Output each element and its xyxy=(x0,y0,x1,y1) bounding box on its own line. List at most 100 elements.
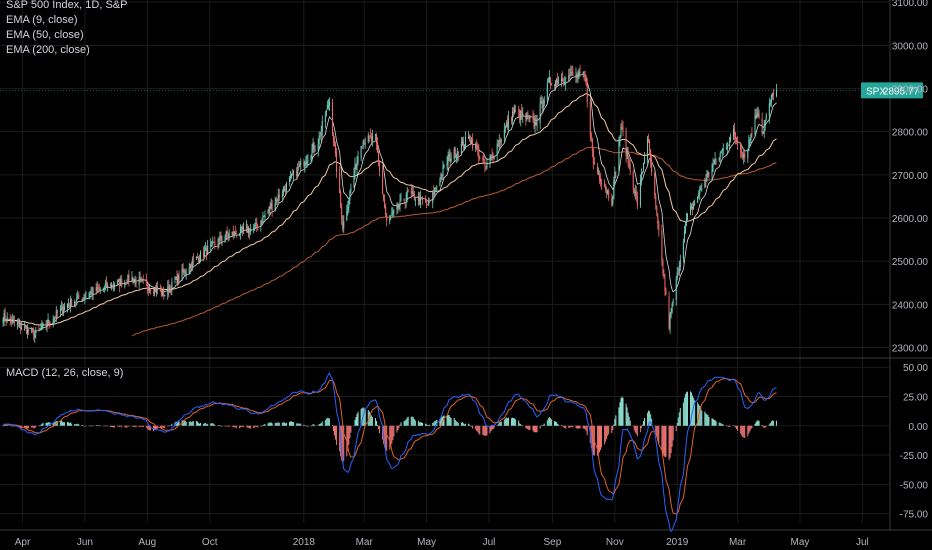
macd-hist-bar xyxy=(321,421,323,426)
macd-hist-bar xyxy=(34,425,36,429)
candle-body xyxy=(153,287,155,294)
macd-hist-bar xyxy=(417,420,419,426)
candle-body xyxy=(608,190,610,198)
candle-body xyxy=(598,174,600,180)
candle-body xyxy=(455,155,457,159)
candle-body xyxy=(590,134,592,140)
candle-body xyxy=(635,191,637,197)
candle-body xyxy=(335,144,337,154)
candle-body xyxy=(511,118,513,121)
candle-body xyxy=(63,306,65,311)
macd-hist-bar xyxy=(489,425,491,434)
candle-body xyxy=(636,196,638,207)
candle-body xyxy=(224,237,226,242)
candle-body xyxy=(675,279,677,300)
candle-body xyxy=(613,180,615,198)
macd-hist-bar xyxy=(642,421,644,426)
candle-body xyxy=(641,171,643,173)
macd-hist-bar xyxy=(583,425,585,429)
candle-body xyxy=(4,313,6,320)
candle-body xyxy=(5,320,7,322)
candle-body xyxy=(98,287,100,289)
macd-hist-bar xyxy=(69,423,71,426)
macd-hist-bar xyxy=(500,421,502,426)
macd-hist-bar xyxy=(469,424,471,426)
candle-body xyxy=(643,158,645,164)
macd-hist-bar xyxy=(446,415,448,426)
candle-body xyxy=(361,145,363,147)
macd-hist-bar xyxy=(190,422,192,426)
macd-hist-bar xyxy=(435,420,437,426)
macd-hist-bar xyxy=(565,425,567,429)
macd-hist-bar xyxy=(547,418,549,426)
candle-body xyxy=(38,328,40,330)
macd-hist-bar xyxy=(246,425,248,427)
macd-hist-bar xyxy=(463,424,465,426)
candle-body xyxy=(742,153,744,157)
macd-hist-bar xyxy=(171,423,173,426)
macd-hist-bar xyxy=(379,425,381,434)
macd-hist-bar xyxy=(400,422,402,426)
macd-hist-bar xyxy=(419,422,421,426)
macd-hist-bar xyxy=(146,425,148,429)
macd-hist-bar xyxy=(650,414,652,426)
candle-body xyxy=(750,134,752,140)
macd-axis-label: -25.00 xyxy=(900,451,929,462)
price-axis-label: 2800.00 xyxy=(892,128,929,139)
candle-body xyxy=(164,294,166,297)
macd-hist-bar xyxy=(540,425,542,427)
macd-hist-bar xyxy=(622,397,624,426)
candle-body xyxy=(232,231,234,236)
candle-body xyxy=(120,279,122,286)
candle-body xyxy=(611,198,613,205)
macd-hist-bar xyxy=(678,412,680,426)
macd-hist-bar xyxy=(640,425,642,428)
price-axis-label: 2300.00 xyxy=(892,344,929,355)
macd-hist-bar xyxy=(307,425,309,427)
candles xyxy=(2,65,777,343)
candle-body xyxy=(135,279,137,284)
price-tag xyxy=(861,82,923,99)
candle-body xyxy=(277,194,279,201)
candle-body xyxy=(92,288,94,295)
macd-hist-bar xyxy=(521,425,523,427)
macd-hist-bar xyxy=(233,425,235,428)
macd-hist-bar xyxy=(189,421,191,426)
candle-body xyxy=(49,322,51,324)
candle-body xyxy=(25,326,27,328)
candle-body xyxy=(443,164,445,168)
candle-body xyxy=(114,285,116,288)
macd-hist-bar xyxy=(636,425,638,437)
candle-body xyxy=(489,157,491,165)
macd-hist-bar xyxy=(470,425,472,427)
candle-body xyxy=(762,132,764,134)
macd-hist-bar xyxy=(88,425,90,427)
candle-body xyxy=(575,73,577,77)
macd-hist-bar xyxy=(627,412,629,426)
candle-body xyxy=(111,284,113,289)
candle-body xyxy=(699,189,701,194)
macd-hist-bar xyxy=(506,418,508,426)
candle-body xyxy=(563,81,565,84)
candle-body xyxy=(32,330,34,331)
candle-body xyxy=(354,164,356,174)
macd-hist-bar xyxy=(399,424,401,426)
candle-body xyxy=(134,278,136,281)
candle-body xyxy=(526,115,528,120)
candle-body xyxy=(384,199,386,208)
candle-body xyxy=(319,136,321,138)
candle-body xyxy=(684,222,686,233)
candle-body xyxy=(139,277,141,279)
candle-body xyxy=(249,228,251,233)
candle-body xyxy=(735,133,737,139)
macd-hist-bar xyxy=(670,425,672,454)
candle-body xyxy=(324,116,326,123)
macd-hist-bar xyxy=(769,422,771,426)
macd-hist-bar xyxy=(191,421,193,426)
candle-body xyxy=(700,189,702,191)
macd-hist-bar xyxy=(275,422,277,426)
macd-hist-bar xyxy=(518,420,520,426)
candle-body xyxy=(189,264,191,269)
candle-body xyxy=(181,269,183,281)
